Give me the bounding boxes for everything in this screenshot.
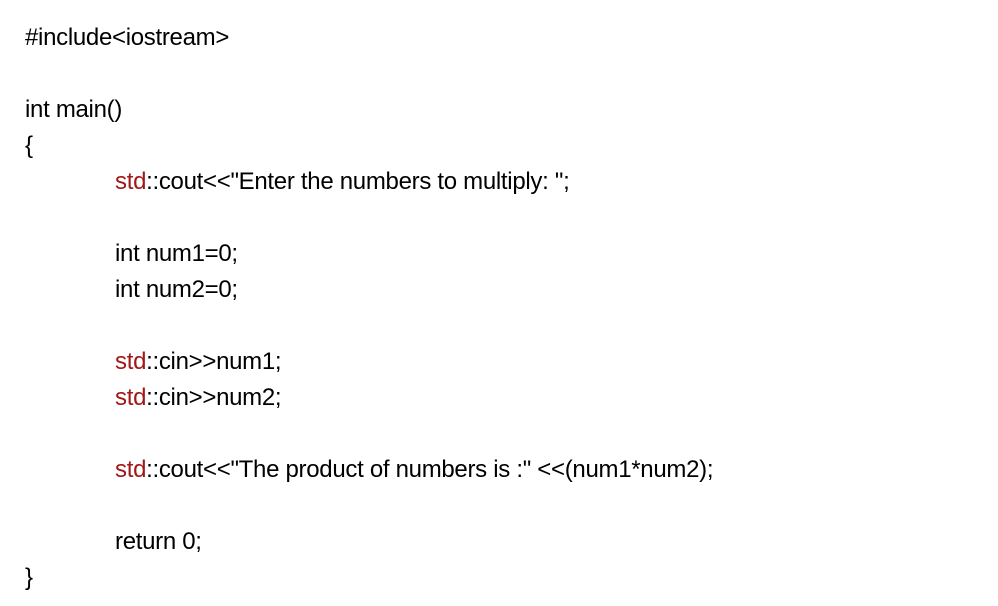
code-line-num2-decl: int num2=0; xyxy=(25,272,973,308)
blank-line xyxy=(25,200,973,236)
code-text: ::cin>>num2; xyxy=(146,384,281,411)
code-line-return: return 0; xyxy=(25,524,973,560)
code-line-main: int main() xyxy=(25,92,973,128)
blank-line xyxy=(25,488,973,524)
code-text: ::cin>>num1; xyxy=(146,348,281,375)
std-keyword: std xyxy=(115,456,146,483)
blank-line xyxy=(25,56,973,92)
code-line-cout-result: std::cout<<"The product of numbers is :"… xyxy=(25,452,973,488)
code-line-close-brace: } xyxy=(25,560,973,596)
std-keyword: std xyxy=(115,168,146,195)
std-keyword: std xyxy=(115,348,146,375)
blank-line xyxy=(25,416,973,452)
code-line-num1-decl: int num1=0; xyxy=(25,236,973,272)
code-line-open-brace: { xyxy=(25,128,973,164)
code-line-cin-num2: std::cin>>num2; xyxy=(25,380,973,416)
code-line-cin-num1: std::cin>>num1; xyxy=(25,344,973,380)
std-keyword: std xyxy=(115,384,146,411)
code-line-cout-prompt: std::cout<<"Enter the numbers to multipl… xyxy=(25,164,973,200)
code-line-include: #include<iostream> xyxy=(25,20,973,56)
code-text: ::cout<<"The product of numbers is :" <<… xyxy=(146,456,713,483)
blank-line xyxy=(25,308,973,344)
code-text: ::cout<<"Enter the numbers to multiply: … xyxy=(146,168,569,195)
